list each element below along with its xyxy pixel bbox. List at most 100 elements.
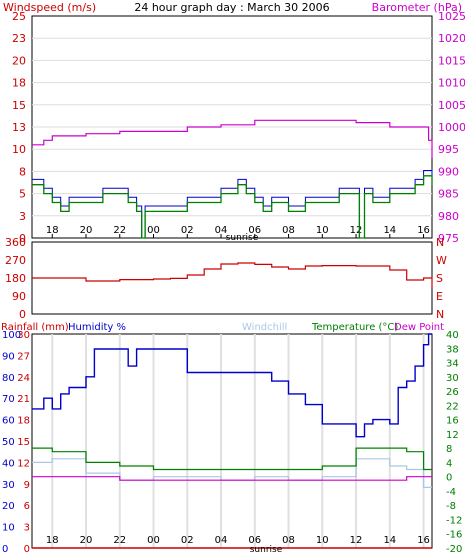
temperature-tick-label: 16 [446,416,459,427]
barometer-tick-label: 1000 [438,121,465,134]
direction-compass-label: N [436,308,444,321]
bottom-hour-tick-label: 14 [383,535,396,546]
windspeed-tick-label: 15 [12,99,26,112]
windspeed-tick-label: 3 [19,210,26,223]
top-hour-tick-label: 20 [80,225,93,236]
windspeed-tick-label: 13 [12,121,26,134]
panel-bot-frame [31,333,433,549]
barometer-tick-label: 1020 [438,32,465,45]
direction-compass-label: S [436,272,443,285]
windspeed-tick-label: 5 [19,188,26,201]
top-hour-tick-label: 02 [181,225,194,236]
rainfall-tick-label: 12 [17,458,30,469]
humidity-tick-label: 30 [2,480,15,491]
top-hour-tick-label: 08 [282,225,295,236]
windspeed-tick-label: 18 [12,77,26,90]
rainfall-tick-label: 18 [17,416,30,427]
barometer-tick-label: 985 [438,188,459,201]
rainfall-ticks: 0 3 6 9 12 15 18 21 24 27 30 [17,330,30,555]
bottom-hour-tick-label: 16 [417,535,430,546]
windspeed-tick-label: 8 [19,165,26,178]
humidity-tick-label: 90 [2,351,15,362]
direction-degree-label: 0 [19,308,26,321]
top-hour-tick-label: 12 [350,225,363,236]
temperature-tick-label: 40 [446,330,459,341]
temperature-ticks: -20 -16 -12 -8 -4 0 4 8 12 16 22 26 30 34 38 40 [446,330,462,555]
rainfall-tick-label: 30 [17,330,30,341]
humidity-tick-label: 70 [2,394,15,405]
bottom-hour-tick-label: 22 [113,535,126,546]
temperature-tick-label: 12 [446,430,459,441]
windspeed-axis-label: Windspeed (m/s) [3,1,96,14]
barometer-tick-label: 1005 [438,99,465,112]
rainfall-tick-label: 0 [24,544,30,555]
top-hour-tick-label: 10 [316,225,329,236]
humidity-tick-label: 20 [2,501,15,512]
graph-title: 24 hour graph day : March 30 2006 [134,1,329,14]
temperature-axis-label: Temperature (°C) [311,322,398,333]
bottom-hour-tick-label: 00 [147,535,160,546]
bottom-hour-ticks: 18 20 22 00 02 04 06 08 10 12 14 16 [46,535,430,546]
top-hour-tick-label: 04 [215,225,228,236]
rainfall-tick-label: 9 [24,480,30,491]
barometer-ticks: 975 980 985 990 995 1000 1005 1010 1015 1020 1025 [438,10,465,245]
temperature-tick-label: 30 [446,373,459,384]
top-hour-tick-label: 14 [383,225,396,236]
temperature-tick-label: 22 [446,401,459,412]
temperature-tick-label: 0 [446,473,452,484]
top-hour-tick-label: 22 [113,225,126,236]
barometer-tick-label: 975 [438,232,459,245]
direction-compass-label: W [436,254,447,267]
bottom-sunrise-label: sunrise [250,545,283,555]
rainfall-tick-label: 15 [17,437,30,448]
windspeed-tick-label: 20 [12,54,26,67]
humidity-line [32,333,432,438]
barometer-tick-label: 1015 [438,54,465,67]
wind-direction-line [32,262,433,288]
temperature-tick-label: -16 [446,530,462,541]
windspeed-tick-label: 25 [12,10,26,23]
barometer-axis-label: Barometer (hPa) [372,1,462,14]
top-hour-tick-label: 06 [248,225,261,236]
direction-compass-label: N [436,236,444,249]
temperature-tick-label: -8 [446,501,456,512]
windchill-line [32,458,432,488]
temperature-line [32,447,432,471]
barometer-tick-label: 990 [438,165,459,178]
bottom-hour-tick-label: 10 [316,535,329,546]
top-hour-ticks: 18 20 22 00 02 04 06 08 10 12 14 16 [46,225,430,238]
barometer-tick-label: 1025 [438,10,465,23]
barometer-tick-label: 980 [438,210,459,223]
windspeed-line [32,175,433,239]
windspeed-tick-label: 23 [12,32,26,45]
temperature-tick-label: 26 [446,387,459,398]
humidity-ticks: 0 10 20 30 40 50 60 70 80 90 100 [2,330,21,555]
humidity-tick-label: 80 [2,373,15,384]
humidity-tick-label: 10 [2,523,15,534]
windspeed-ticks: 0 3 5 8 10 13 15 18 20 23 25 [12,10,26,245]
temperature-tick-label: 34 [446,359,459,370]
temperature-tick-label: -4 [446,487,456,498]
humidity-tick-label: 100 [2,330,21,341]
humidity-axis-label: Humidity % [68,322,126,333]
windspeed-tick-label: 0 [19,232,26,245]
temperature-tick-label: 8 [446,444,452,455]
bottom-hour-tick-label: 18 [46,535,59,546]
bottom-hour-tick-label: 04 [215,535,228,546]
humidity-tick-label: 40 [2,458,15,469]
rainfall-axis-label: Rainfall (mm) [1,322,69,333]
windchill-axis-label: Windchill [242,322,287,333]
top-hour-tick-label: 16 [417,225,430,236]
panel-mid-frame [31,241,433,315]
barometer-tick-label: 995 [438,143,459,156]
bottom-gridlines [51,334,425,548]
temperature-tick-label: -12 [446,515,462,526]
top-sunrise-label: sunrise [226,233,259,243]
dewpoint-axis-label: Dew Point [394,322,444,333]
panel-bot: Rainfall (mm) Humidity % Windchill Tempe… [1,322,462,555]
rainfall-tick-label: 27 [17,351,30,362]
bottom-hour-tick-label: 02 [181,535,194,546]
humidity-tick-label: 60 [2,416,15,427]
direction-degree-label: 180 [5,272,26,285]
